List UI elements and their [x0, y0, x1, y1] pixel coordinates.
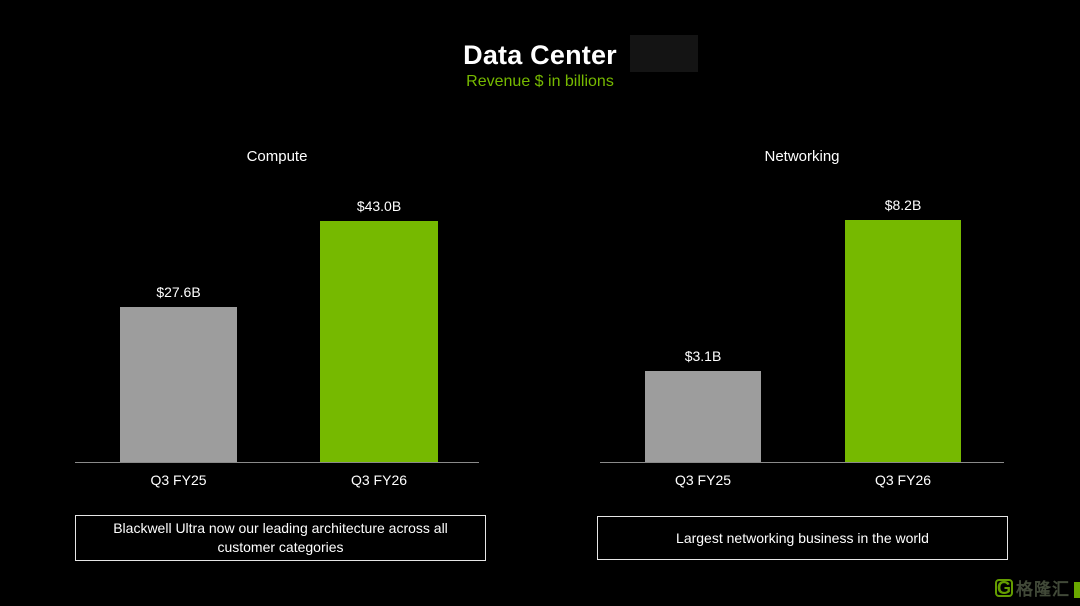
watermark: G 格隆汇 — [995, 575, 1070, 600]
chart-title-compute: Compute — [246, 148, 308, 165]
page-subtitle: Revenue $ in billions — [466, 73, 614, 90]
bar-networking-q3fy25: $3.1B — [645, 348, 761, 462]
watermark-remnant-box — [630, 35, 698, 72]
watermark-text: 格隆汇 — [1016, 580, 1070, 599]
bar-value-label: $8.2B — [884, 197, 922, 213]
bar-rect-green — [845, 220, 961, 462]
bar-compute-q3fy26: $43.0B — [320, 198, 438, 462]
x-axis-compute — [75, 462, 479, 463]
watermark-green-tab — [1074, 582, 1080, 598]
bar-networking-q3fy26: $8.2B — [845, 197, 961, 462]
bar-value-label: $3.1B — [684, 348, 722, 364]
bar-value-label: $43.0B — [356, 198, 402, 214]
bar-compute-q3fy25: $27.6B — [120, 284, 237, 462]
bar-rect-gray — [120, 307, 237, 462]
chart-title-networking: Networking — [764, 148, 840, 165]
x-tick-label: Q3 FY25 — [150, 472, 207, 488]
bar-value-label: $27.6B — [156, 284, 201, 300]
gelonghui-logo-icon: G — [995, 577, 1013, 598]
bar-rect-gray — [645, 371, 761, 462]
annotation-box-compute: Blackwell Ultra now our leading architec… — [75, 515, 486, 561]
annotation-text: Blackwell Ultra now our leading architec… — [113, 520, 448, 555]
annotation-box-networking: Largest networking business in the world — [597, 516, 1008, 560]
x-tick-label: Q3 FY26 — [874, 472, 932, 488]
x-axis-networking — [600, 462, 1004, 463]
x-tick-label: Q3 FY26 — [350, 472, 408, 488]
x-tick-label: Q3 FY25 — [674, 472, 732, 488]
page-title: Data Center — [463, 40, 617, 70]
annotation-text: Largest networking business in the world — [676, 529, 929, 546]
bar-rect-green — [320, 221, 438, 462]
